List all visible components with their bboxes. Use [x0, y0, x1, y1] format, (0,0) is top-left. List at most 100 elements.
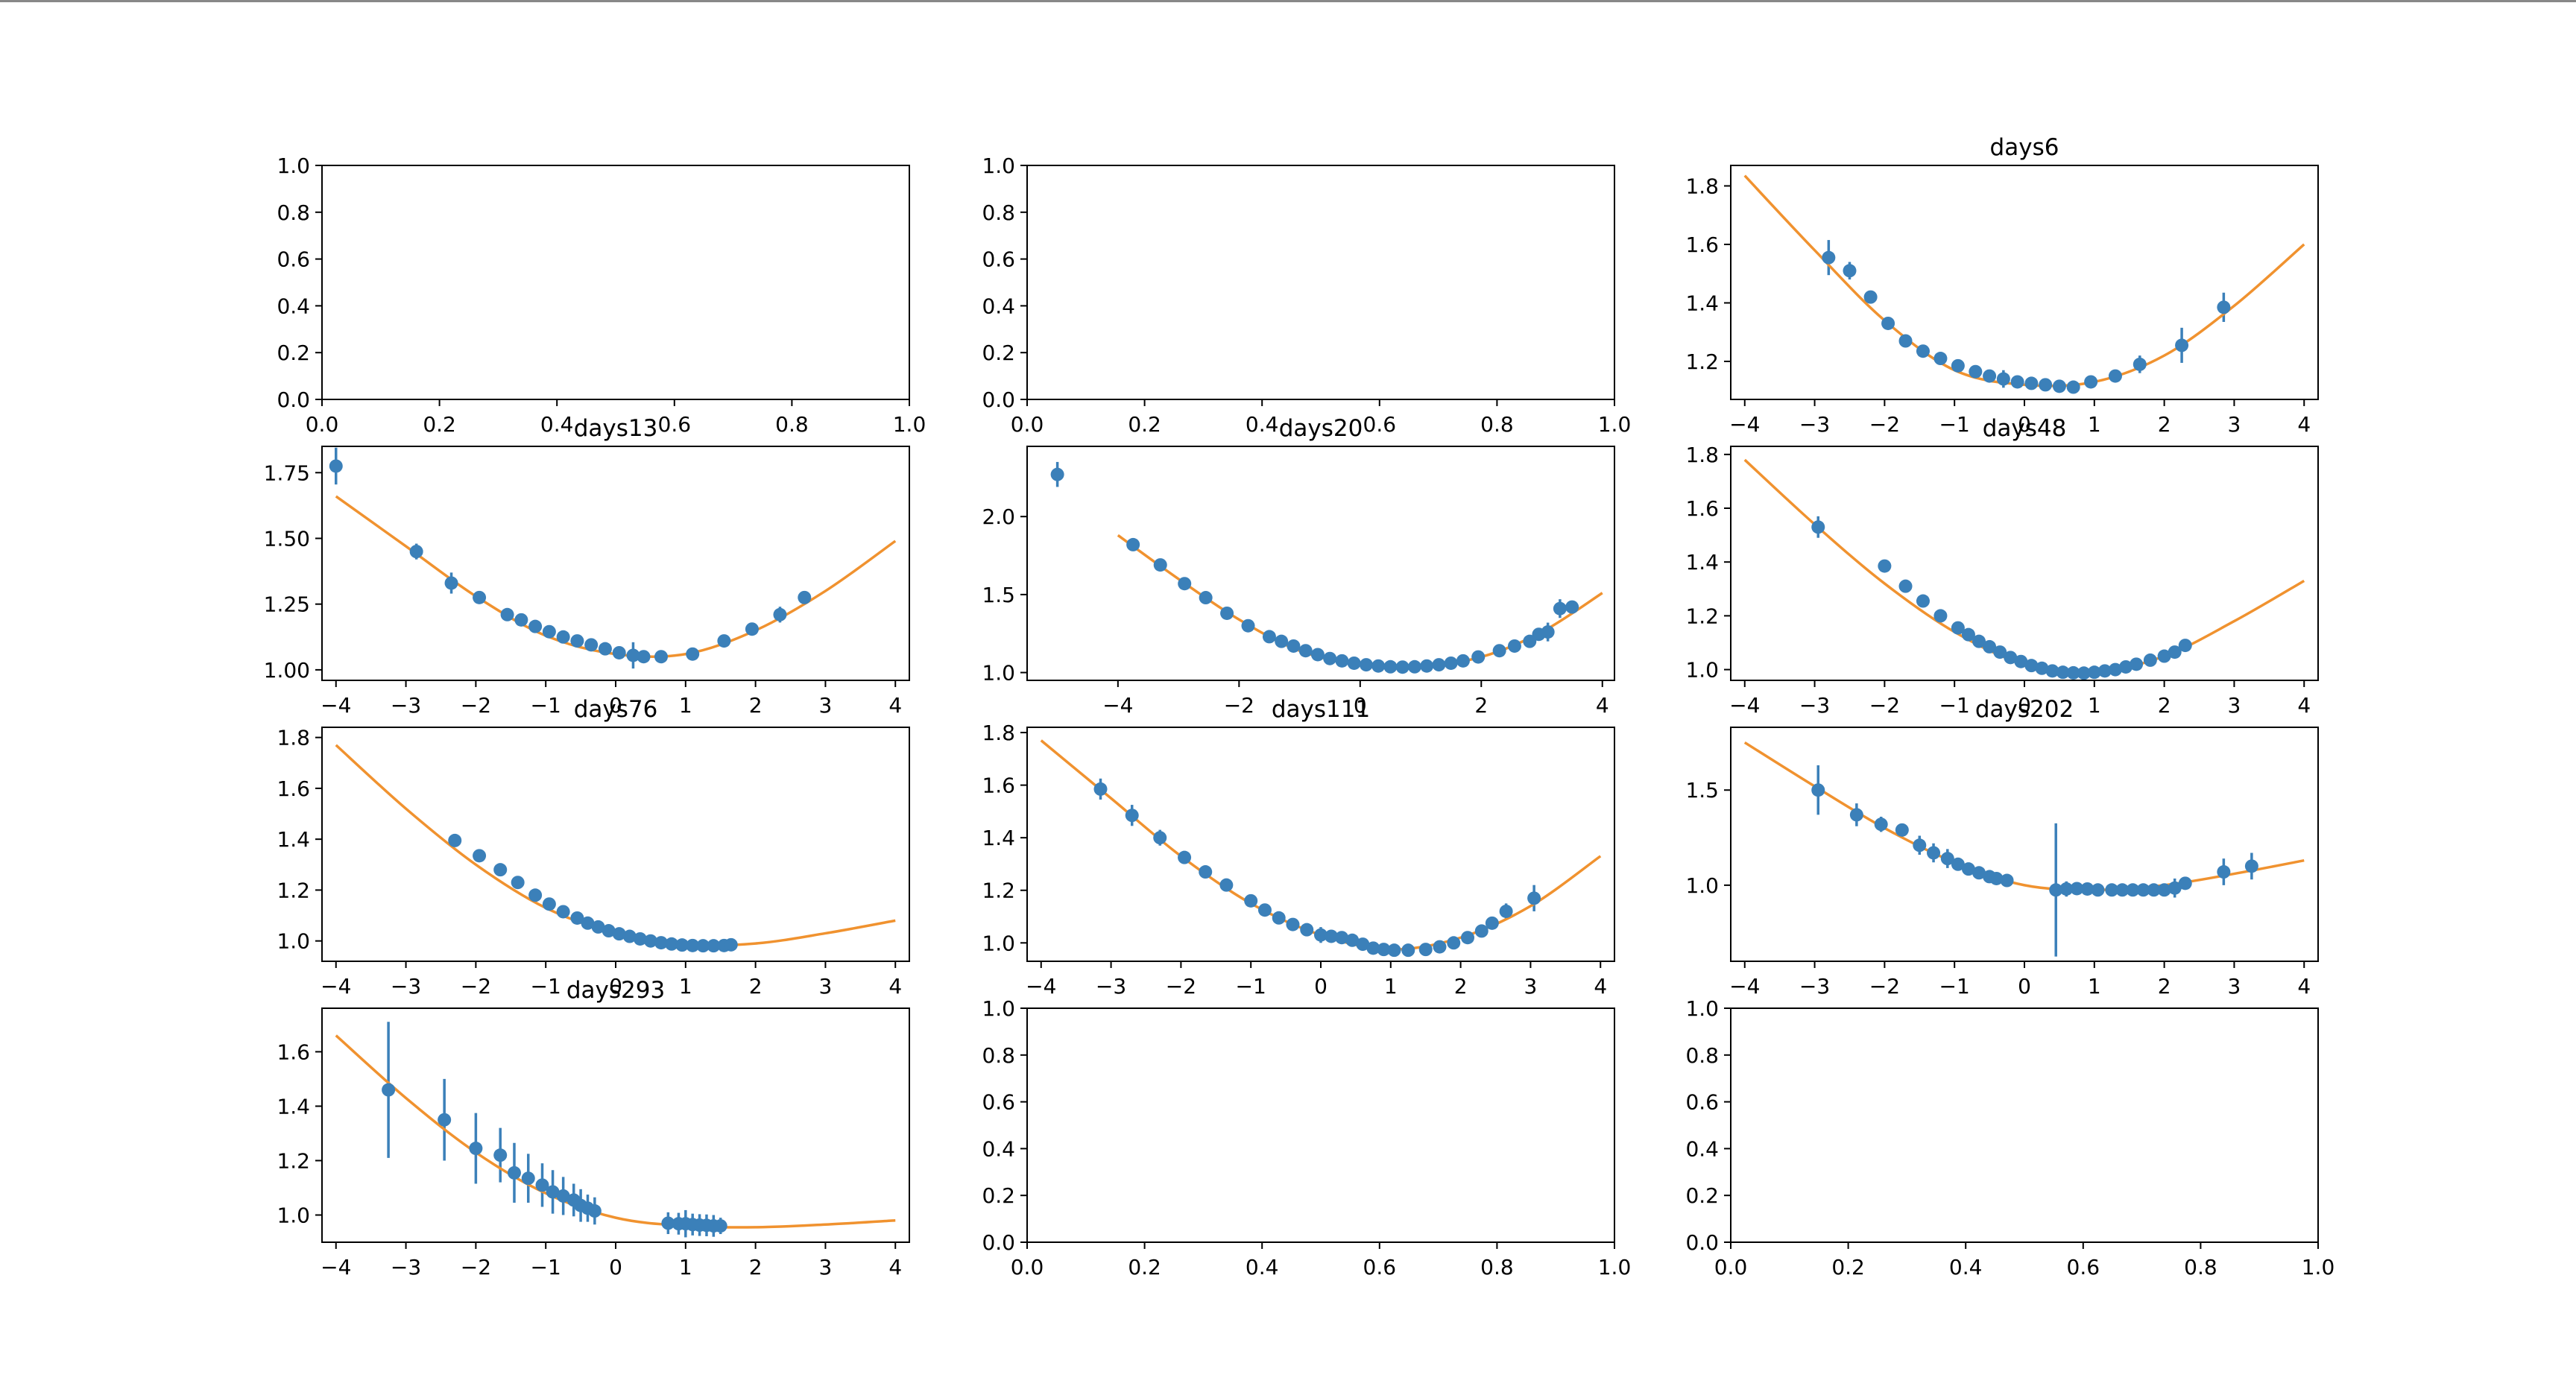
data-point	[587, 1204, 602, 1218]
x-tick-label: 0.0	[1714, 1255, 1748, 1279]
subplot-4: days13 −4 −3 −2 −1 0 1 2 3 4 1.00 1.25 1.50 1.75	[264, 415, 910, 718]
plot-area	[1050, 461, 1603, 674]
x-tick-label: 1.0	[1598, 1255, 1632, 1279]
data-point	[1916, 344, 1930, 358]
y-tick-label: 0.8	[1685, 1043, 1719, 1068]
data-point	[1275, 634, 1289, 648]
x-tick-label: 3	[819, 693, 833, 718]
x-tick-label: −4	[321, 693, 351, 718]
x-tick-label: −2	[1224, 693, 1254, 718]
data-point	[1314, 928, 1328, 942]
data-point	[1125, 809, 1139, 823]
data-point	[1863, 290, 1878, 304]
x-tick-label: −3	[1799, 974, 1830, 999]
data-point	[1951, 358, 1965, 373]
x-tick-label: 0.2	[1128, 412, 1161, 437]
data-point	[1287, 639, 1301, 653]
y-tick-label: 1.50	[264, 526, 310, 551]
data-point	[542, 624, 556, 639]
data-point	[511, 876, 525, 890]
data-point	[2108, 662, 2122, 677]
data-point	[528, 888, 543, 902]
data-point	[1219, 878, 1234, 892]
y-tick-label: 0.0	[982, 387, 1015, 412]
data-point	[2130, 657, 2144, 671]
axes-frame	[321, 165, 910, 400]
data-point	[665, 937, 679, 951]
data-point	[1244, 893, 1258, 908]
data-point	[535, 1178, 549, 1192]
data-point	[707, 939, 721, 953]
x-tick-label: −3	[1799, 693, 1830, 718]
data-point	[528, 619, 543, 633]
axes-frame	[1730, 1007, 2319, 1243]
y-tick-label: 1.8	[1685, 174, 1719, 198]
data-point	[1996, 372, 2010, 386]
data-point	[329, 459, 343, 473]
x-tick-label: 2	[749, 693, 763, 718]
x-tick-label: 0.0	[1011, 412, 1044, 437]
x-tick-label: −1	[1939, 412, 1970, 437]
y-tick-label: 0.6	[982, 247, 1015, 272]
data-point	[1983, 639, 1997, 654]
data-point	[444, 576, 458, 590]
x-tick-label: 0	[2018, 412, 2031, 437]
x-tick-label: 3	[819, 1255, 833, 1279]
x-tick-label: 0.0	[1011, 1255, 1044, 1279]
y-tick-label: 1.2	[277, 1148, 310, 1173]
data-point	[1387, 943, 1401, 958]
fit-curve	[335, 744, 896, 947]
y-tick-label: 1.8	[982, 721, 1015, 745]
x-tick-label: 0	[609, 974, 622, 999]
x-tick-label: 2	[2158, 974, 2171, 999]
x-tick-label: −1	[531, 974, 561, 999]
data-point	[622, 929, 637, 943]
data-point	[1093, 782, 1108, 796]
data-point	[2157, 883, 2171, 897]
subplot-12: 0.0 0.2 0.4 0.6 0.8 1.0 0.0 0.2 0.4 0.6 0.8 1.0	[1685, 996, 2334, 1279]
data-point	[1843, 264, 1857, 278]
x-tick-label: −4	[321, 974, 351, 999]
x-tick-label: 0.0	[306, 412, 339, 437]
data-point	[1126, 537, 1140, 551]
subplot-3: days6 −4 −3 −2 −1 0 1 2 3 4 1.2 1.4 1.6 1.8	[1685, 134, 2319, 437]
x-tick-label: 2	[2158, 412, 2171, 437]
y-tick-label: 0.4	[1685, 1136, 1719, 1161]
y-tick-label: 1.0	[1685, 996, 1719, 1021]
data-point	[675, 938, 689, 952]
axes-frame	[321, 1007, 910, 1243]
subplot-title: days76	[574, 696, 658, 723]
data-point	[1371, 659, 1386, 673]
data-point	[1940, 852, 1954, 866]
data-point	[2014, 654, 2028, 668]
y-tick-label: 1.4	[1685, 550, 1719, 575]
data-point	[507, 1165, 521, 1180]
x-tick-label: 0	[2018, 693, 2031, 718]
y-tick-label: 0.4	[982, 294, 1015, 318]
y-tick-label: 1.6	[277, 776, 310, 801]
plot-area	[1040, 739, 1602, 958]
data-point	[1933, 609, 1948, 623]
x-tick-label: −1	[1939, 693, 1970, 718]
y-tick-label: 1.25	[264, 592, 310, 617]
x-tick-label: 4	[888, 974, 902, 999]
data-point	[2217, 865, 2231, 879]
y-tick-label: 1.0	[982, 931, 1015, 955]
x-tick-label: 4	[1594, 974, 1607, 999]
x-tick-label: 0.6	[1363, 412, 1397, 437]
x-tick-label: −4	[1729, 974, 1760, 999]
subplot-title: days13	[574, 415, 658, 442]
x-tick-label: 0.8	[2184, 1255, 2217, 1279]
fit-curve	[1743, 174, 2305, 387]
data-point	[612, 927, 626, 941]
data-point	[2010, 375, 2024, 389]
axes-frame	[1026, 446, 1615, 681]
x-tick-label: 0	[2018, 974, 2031, 999]
data-point	[602, 924, 616, 938]
data-point	[1153, 558, 1167, 572]
data-point	[798, 590, 812, 604]
y-tick-label: 1.2	[277, 878, 310, 902]
data-point	[493, 1148, 508, 1162]
data-point	[1961, 627, 1975, 642]
x-tick-label: −4	[1026, 974, 1056, 999]
